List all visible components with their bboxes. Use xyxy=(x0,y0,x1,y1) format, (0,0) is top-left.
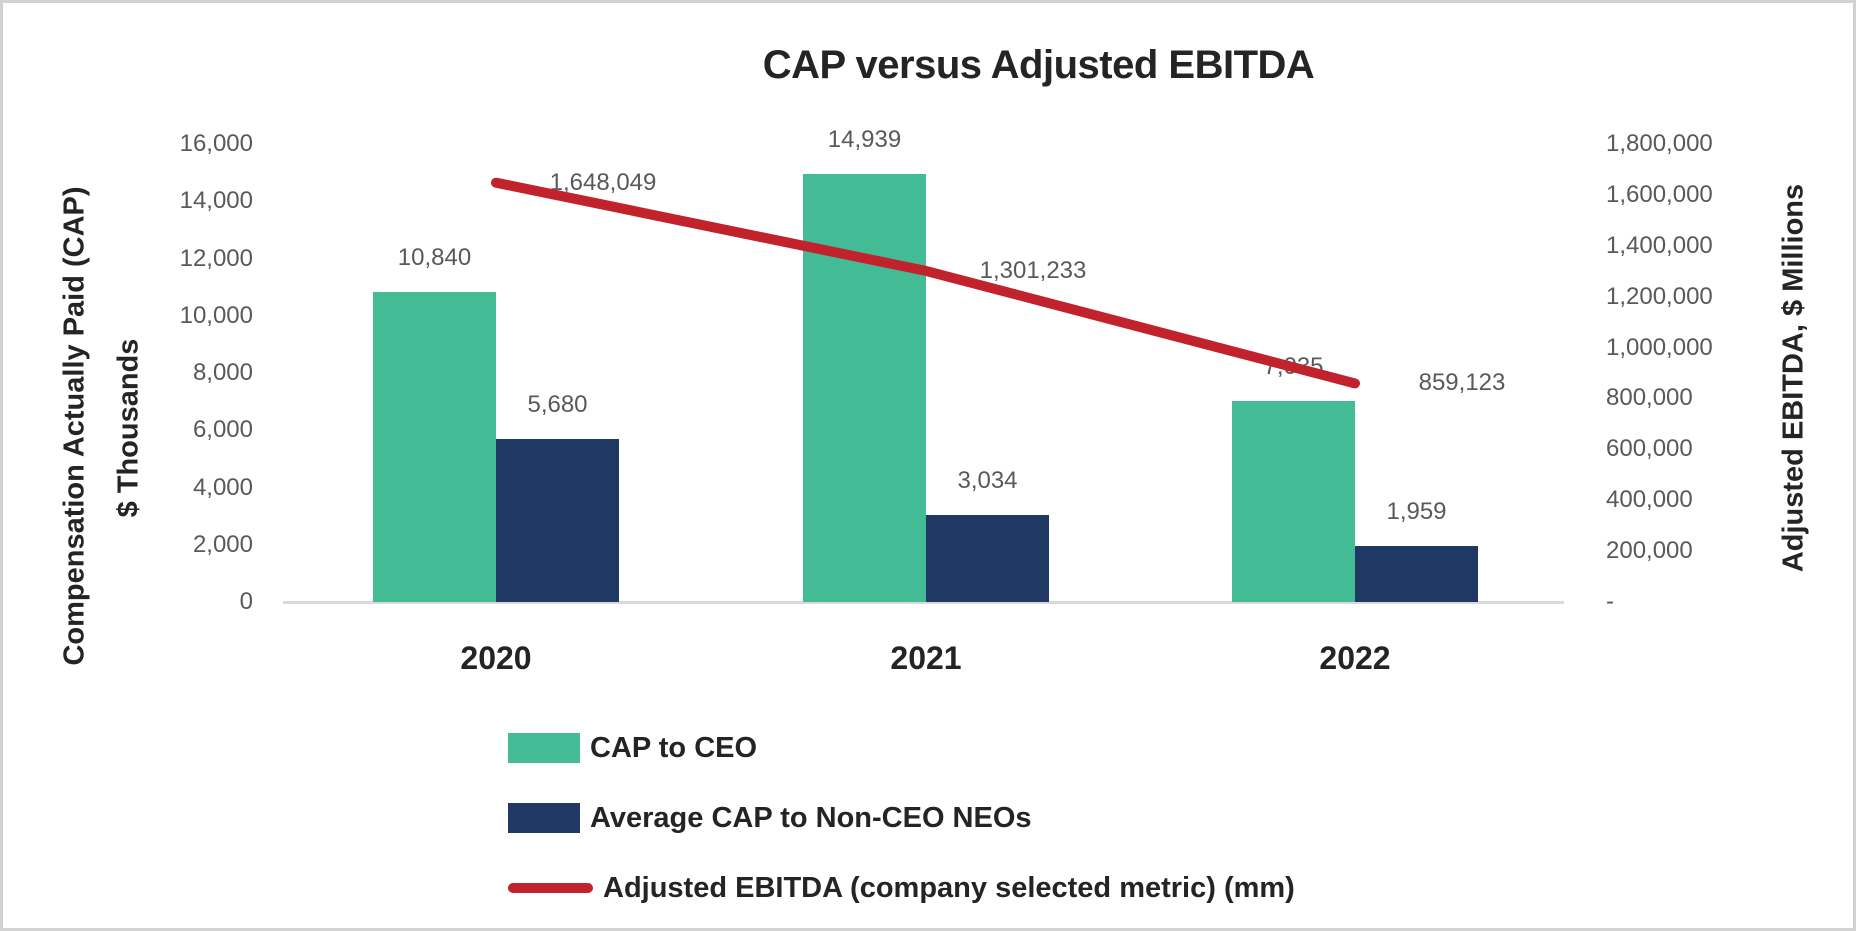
line-value-label: 1,648,049 xyxy=(549,168,657,196)
legend-item-average-cap-to-non-ceo-neos: Average CAP to Non-CEO NEOs xyxy=(508,800,1032,836)
category-label-2020: 2020 xyxy=(460,640,532,676)
bar-value-label: 5,680 xyxy=(527,391,588,419)
left-axis-tick-label: 4,000 xyxy=(192,473,253,501)
right-axis-tick-label: 1,400,000 xyxy=(1606,231,1713,259)
bar-average-cap-to-non-ceo-neos-2021 xyxy=(926,515,1049,602)
legend-swatch-line xyxy=(508,883,593,893)
bar-cap-to-ceo-2022 xyxy=(1232,400,1355,602)
chart-title: CAP versus Adjusted EBITDA xyxy=(762,43,1315,87)
right-axis-tick-label: 800,000 xyxy=(1606,384,1693,412)
line-value-label: 1,301,233 xyxy=(979,256,1087,284)
left-axis-tick-label: 16,000 xyxy=(179,130,253,157)
bar-average-cap-to-non-ceo-neos-2020 xyxy=(496,439,619,602)
right-axis-tick-label: 1,200,000 xyxy=(1606,282,1713,310)
bar-value-label: 1,959 xyxy=(1386,497,1447,525)
right-axis-tick-label: 1,600,000 xyxy=(1606,180,1713,208)
right-axis-tick-label: 1,800,000 xyxy=(1606,130,1713,157)
legend-item-cap-to-ceo: CAP to CEO xyxy=(508,730,757,766)
bar-average-cap-to-non-ceo-neos-2022 xyxy=(1355,545,1478,602)
left-axis-tick-label: 10,000 xyxy=(179,301,253,329)
right-axis-tick-label: - xyxy=(1606,588,1614,615)
legend-label: CAP to CEO xyxy=(590,731,758,764)
line-value-label: 859,123 xyxy=(1418,369,1506,397)
right-axis-tick-label: 600,000 xyxy=(1606,435,1693,463)
left-axis-tick-label: 2,000 xyxy=(192,530,253,558)
legend-label: Adjusted EBITDA (company selected metric… xyxy=(603,871,1295,904)
left-axis-tick-label: 14,000 xyxy=(179,187,253,215)
bar-cap-to-ceo-2021 xyxy=(803,174,926,602)
bar-value-label: 14,939 xyxy=(827,126,902,154)
category-label-2022: 2022 xyxy=(1319,640,1391,676)
left-axis-tick-label: 12,000 xyxy=(179,244,253,272)
right-axis-title: Adjusted EBITDA, $ Millions xyxy=(1777,183,1810,573)
legend-swatch-bar xyxy=(508,803,580,833)
legend-swatch-bar xyxy=(508,733,580,763)
right-axis-tick-label: 200,000 xyxy=(1606,537,1693,565)
bar-value-label: 3,034 xyxy=(957,467,1018,495)
legend-label: Average CAP to Non-CEO NEOs xyxy=(590,801,1032,834)
left-axis-tick-label: 8,000 xyxy=(192,359,253,386)
legend-item-adjusted-ebitda-company-selected-metric-mm: Adjusted EBITDA (company selected metric… xyxy=(508,870,1295,906)
left-axis-tick-label: 6,000 xyxy=(192,416,253,444)
x-axis-line xyxy=(283,601,1564,604)
right-axis-tick-label: 400,000 xyxy=(1606,486,1693,514)
left-axis-tick-label: 0 xyxy=(239,588,253,615)
category-label-2021: 2021 xyxy=(890,640,962,676)
bar-value-label: 10,840 xyxy=(397,243,472,271)
right-axis-tick-label: 1,000,000 xyxy=(1606,333,1713,361)
bar-value-label: 7,035 xyxy=(1263,352,1324,380)
bar-cap-to-ceo-2020 xyxy=(373,291,496,602)
